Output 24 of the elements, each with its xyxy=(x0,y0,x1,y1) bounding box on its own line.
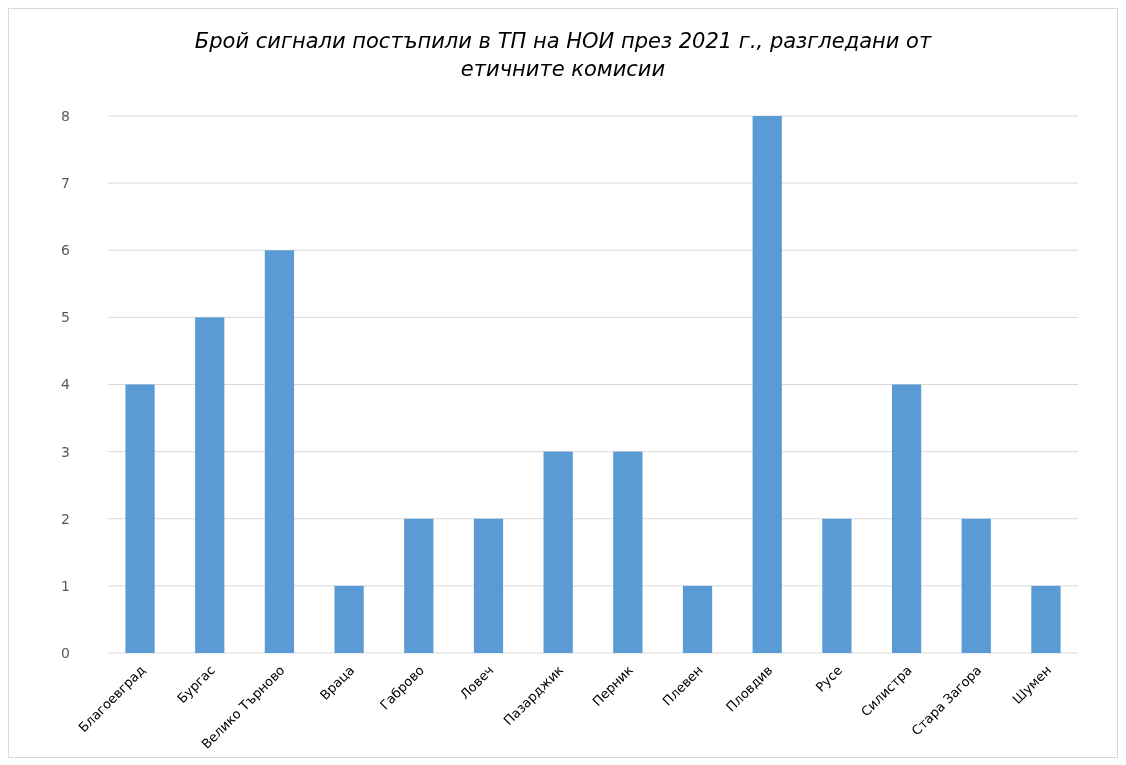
bar xyxy=(125,384,155,653)
bar xyxy=(613,451,643,653)
y-tick-label: 0 xyxy=(61,644,70,661)
y-tick-label: 8 xyxy=(61,107,70,124)
y-tick-label: 1 xyxy=(61,577,70,594)
bar xyxy=(473,518,504,653)
bar xyxy=(334,585,364,653)
bar xyxy=(264,250,295,653)
bar xyxy=(822,518,852,653)
y-tick-label: 2 xyxy=(61,510,70,527)
bar xyxy=(1031,585,1061,653)
chart-title: Брой сигнали постъпили в ТП на НОИ през 2021 г., разгледани от етичните комисии xyxy=(194,29,932,81)
y-tick-label: 5 xyxy=(61,309,70,326)
y-tick-label: 3 xyxy=(61,443,70,460)
bar xyxy=(543,451,573,653)
bar xyxy=(891,384,922,653)
y-tick-label: 4 xyxy=(61,376,71,393)
bar xyxy=(404,518,434,653)
y-tick-label: 6 xyxy=(61,242,71,259)
bar xyxy=(752,116,782,653)
bar xyxy=(195,317,225,653)
y-tick-label: 7 xyxy=(61,175,70,192)
bar xyxy=(682,585,713,653)
bar xyxy=(961,518,991,653)
